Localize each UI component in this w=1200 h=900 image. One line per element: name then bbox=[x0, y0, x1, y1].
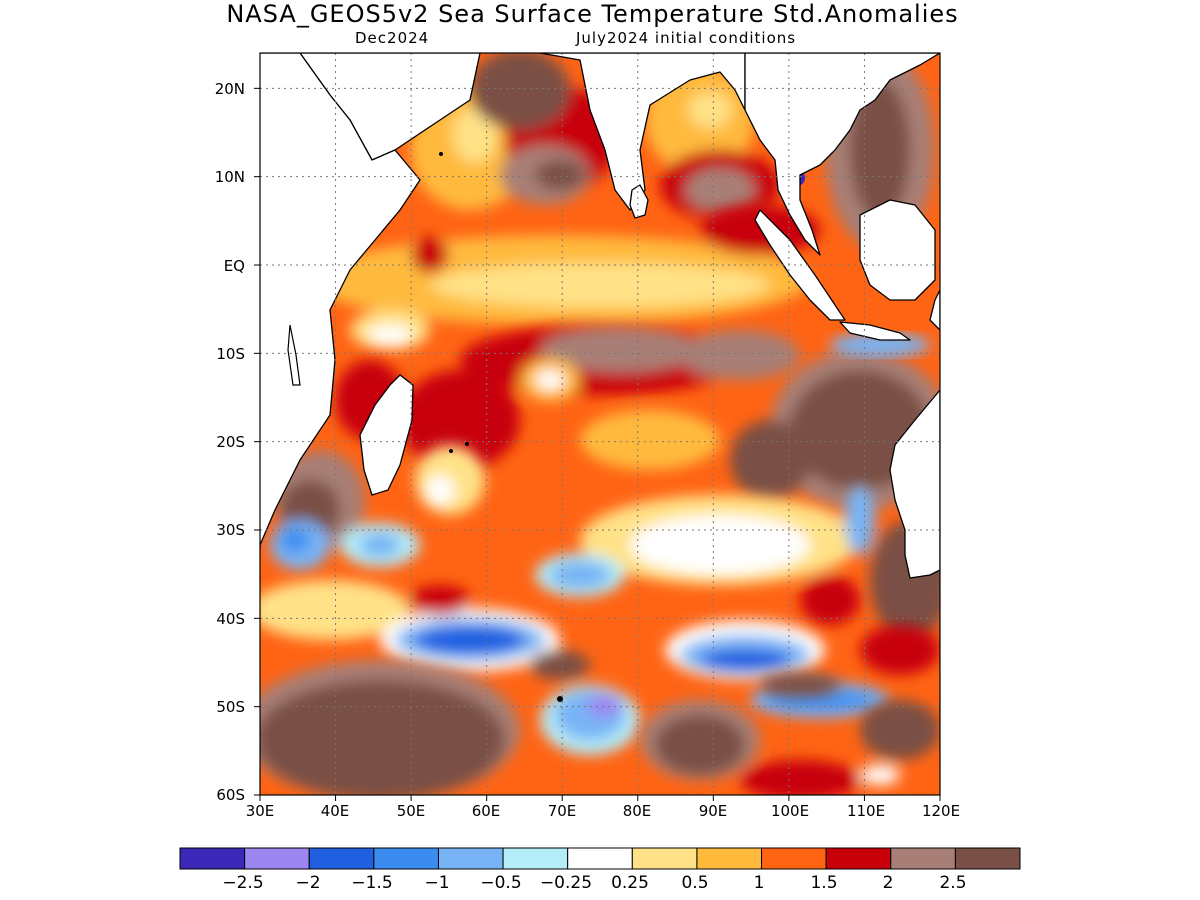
colorbar-swatch bbox=[567, 847, 633, 870]
lon-label: 60E bbox=[471, 802, 501, 820]
colorbar-label: −0.25 bbox=[539, 873, 593, 893]
land-masses bbox=[260, 53, 940, 579]
colorbar-swatch bbox=[631, 847, 698, 870]
colorbar-label: −2.5 bbox=[222, 873, 264, 893]
map-frame bbox=[259, 52, 941, 796]
colorbar-swatch bbox=[244, 847, 310, 870]
lon-label: 120E bbox=[921, 802, 961, 820]
lon-label: 40E bbox=[320, 802, 350, 820]
colorbar-label: −1 bbox=[424, 873, 450, 893]
colorbar-label: −1.5 bbox=[351, 873, 393, 893]
colorbar-label: −2 bbox=[295, 873, 321, 893]
colorbar-swatch bbox=[954, 847, 1021, 870]
lat-label: EQ bbox=[223, 257, 245, 275]
lat-label: 20N bbox=[214, 80, 245, 98]
lat-label: 40S bbox=[216, 610, 245, 628]
anomaly-field bbox=[260, 53, 940, 795]
lon-label: 110E bbox=[846, 802, 886, 820]
colorbar bbox=[179, 847, 1021, 870]
lon-label: 90E bbox=[698, 802, 728, 820]
lon-label: 30E bbox=[245, 802, 275, 820]
lon-label: 80E bbox=[622, 802, 652, 820]
colorbar-label: 0.25 bbox=[611, 873, 649, 893]
initial-conditions: July2024 initial conditions bbox=[576, 29, 797, 47]
colorbar-swatch bbox=[373, 847, 439, 870]
graticule bbox=[260, 53, 940, 795]
lon-label: 70E bbox=[547, 802, 577, 820]
colorbar-label: −0.5 bbox=[480, 873, 522, 893]
lat-label: 30S bbox=[216, 521, 245, 539]
axis-ticks bbox=[254, 87, 941, 801]
colorbar-swatch bbox=[502, 847, 569, 870]
lat-label: 50S bbox=[216, 698, 245, 716]
colorbar-swatch bbox=[761, 847, 827, 870]
lat-label: 20S bbox=[216, 433, 245, 451]
colorbar-label: 2.5 bbox=[939, 873, 967, 893]
colorbar-label: 1.5 bbox=[810, 873, 838, 893]
lat-label: 60S bbox=[216, 786, 245, 804]
lat-label: 10N bbox=[214, 168, 245, 186]
map-title: NASA_GEOS5v2 Sea Surface Temperature Std… bbox=[226, 0, 959, 28]
lon-label: 50E bbox=[396, 802, 426, 820]
lon-label: 100E bbox=[770, 802, 810, 820]
small-islands bbox=[439, 152, 563, 702]
colorbar-swatch bbox=[179, 847, 246, 870]
colorbar-label: 1 bbox=[753, 873, 765, 893]
colorbar-swatch bbox=[696, 847, 763, 870]
colorbar-label: 0.5 bbox=[681, 873, 709, 893]
colorbar-label: 2 bbox=[882, 873, 894, 893]
colorbar-swatch bbox=[890, 847, 956, 870]
lat-label: 10S bbox=[216, 345, 245, 363]
forecast-month: Dec2024 bbox=[355, 29, 430, 47]
colorbar-swatch bbox=[437, 847, 504, 870]
colorbar-swatch bbox=[308, 847, 375, 870]
colorbar-swatch bbox=[825, 847, 892, 870]
